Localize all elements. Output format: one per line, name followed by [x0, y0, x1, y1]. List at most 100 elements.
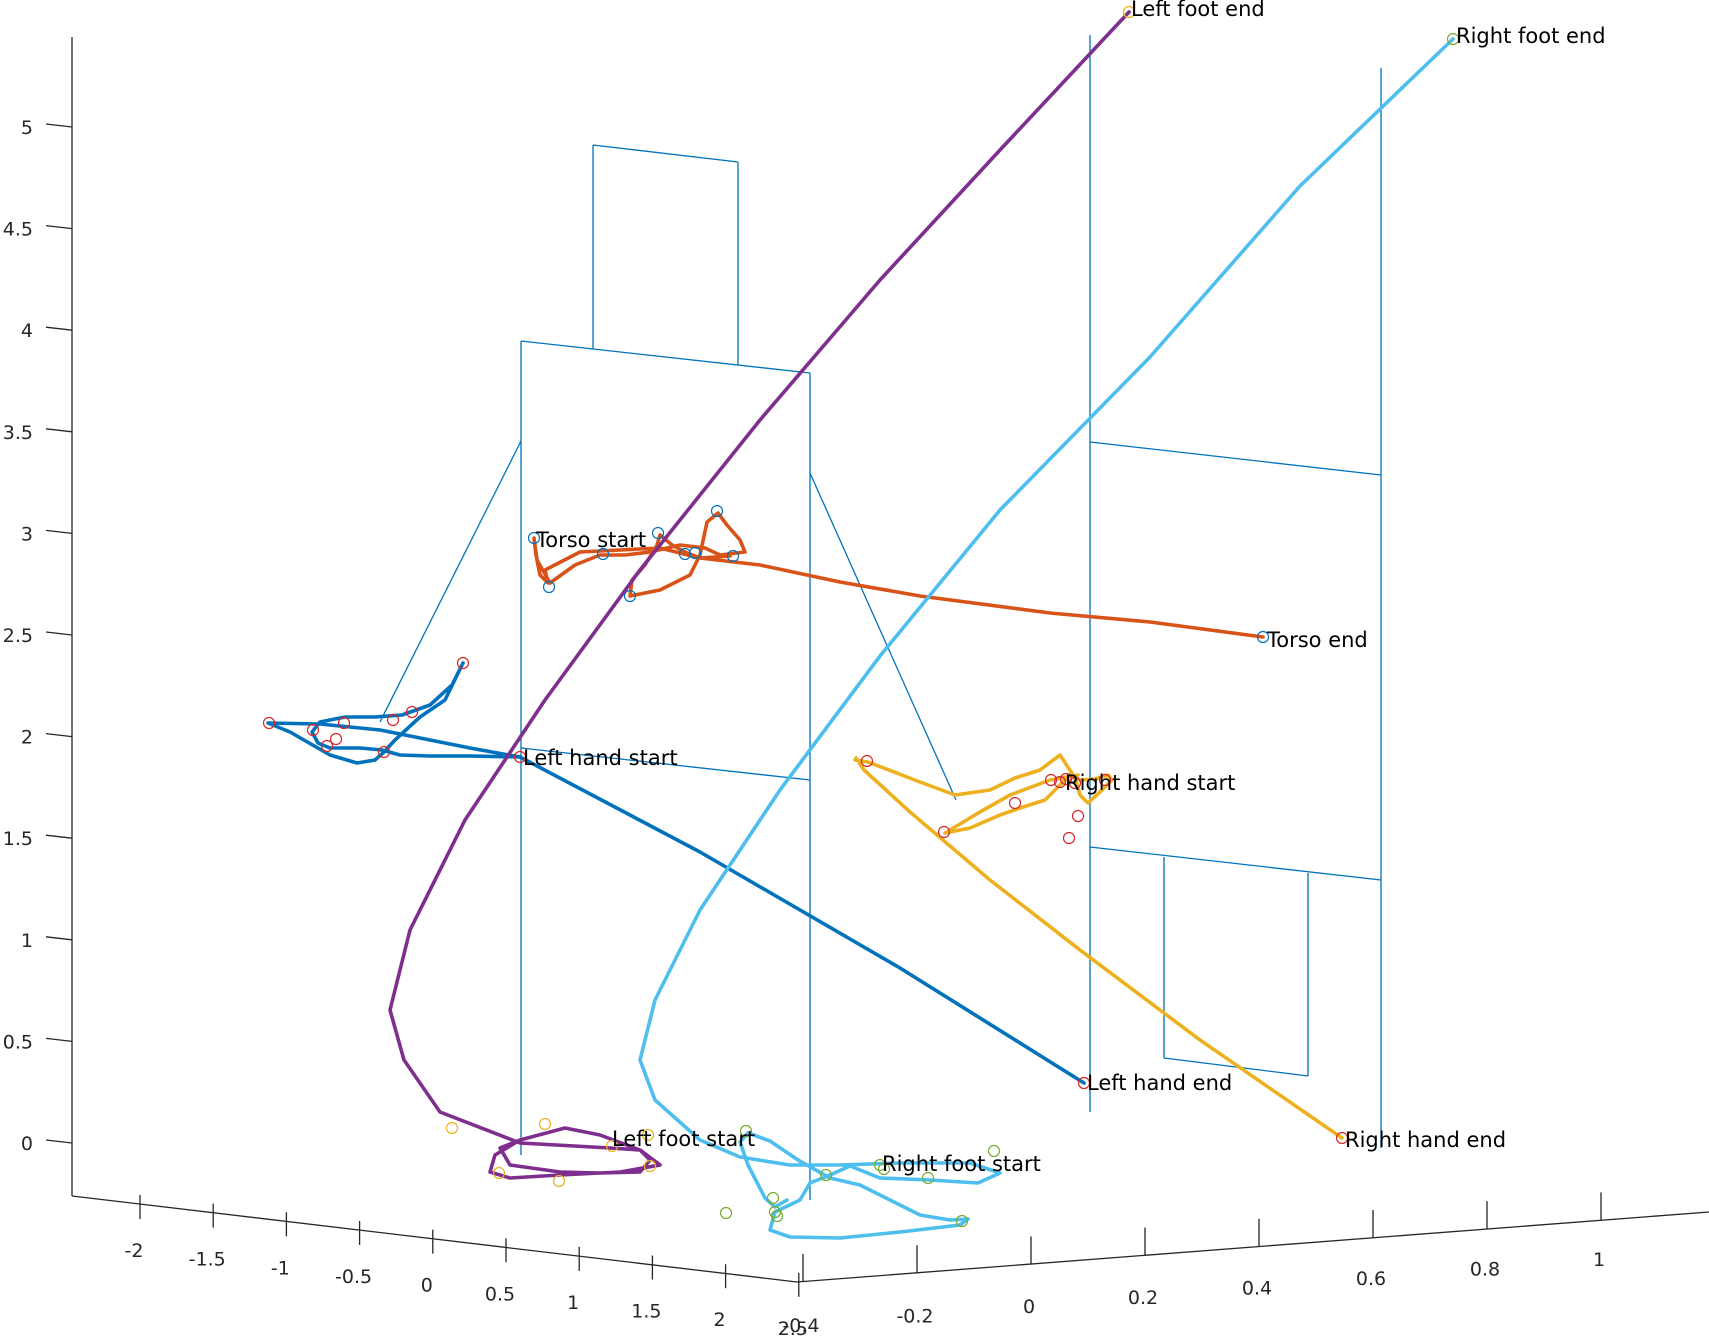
- z-tick-label: 3: [21, 523, 33, 545]
- waypoint-marker: [337, 716, 351, 730]
- waypoint-marker: [641, 1128, 655, 1142]
- waypoint-marker: [1122, 5, 1136, 19]
- wireframe-edge: [1089, 846, 1382, 881]
- x-tick-label: -1: [271, 1257, 290, 1279]
- z-tick-label: 1.5: [3, 828, 33, 850]
- z-tick: [45, 224, 73, 230]
- z-tick: [45, 631, 73, 636]
- waypoint-marker: [1068, 776, 1082, 790]
- z-tick: [45, 326, 73, 331]
- waypoint-marker: [987, 1144, 1001, 1158]
- waypoint-marker: [1335, 1131, 1349, 1145]
- z-tick: [45, 936, 73, 941]
- z-tick-label: 3.5: [3, 422, 33, 444]
- x-tick-label: -1.5: [189, 1249, 226, 1271]
- waypoint-marker: [542, 580, 556, 594]
- waypoint-marker: [596, 547, 610, 561]
- waypoint-marker: [710, 504, 724, 518]
- end-label: Left foot end: [1131, 0, 1265, 21]
- trajectories: [262, 5, 1460, 1240]
- waypoint-marker: [306, 723, 320, 737]
- trajectory-loop: [488, 1126, 662, 1180]
- trajectory-line: [518, 755, 1086, 1085]
- waypoint-marker: [320, 739, 334, 753]
- waypoint-marker: [937, 825, 951, 839]
- z-tick-label: 5: [21, 117, 33, 139]
- waypoint-marker: [552, 1174, 566, 1188]
- wireframe-edge: [520, 340, 811, 374]
- start-label: Right foot start: [882, 1152, 1041, 1176]
- waypoint-marker: [262, 716, 276, 730]
- waypoint-marker: [445, 1121, 459, 1135]
- wireframe-edge: [520, 747, 811, 781]
- axes: 0 0.5 1 1.5 2 2.5 3 3.5 4 4.5 5 -2 -1.5 -1 -0.5 0 0.5 1 1.…: [3, 37, 1709, 1339]
- waypoint-marker: [651, 526, 665, 540]
- waypoint-marker: [860, 754, 874, 768]
- x-tick-label: 2: [714, 1309, 726, 1331]
- z-tick-label: 1: [21, 930, 33, 952]
- trajectory-line: [388, 10, 1131, 1150]
- trajectory-line: [862, 768, 1344, 1140]
- series-left-hand: [262, 656, 1091, 1090]
- waypoint-marker: [719, 1206, 733, 1220]
- z-tick-label: 2: [21, 727, 33, 749]
- z-tick: [45, 529, 73, 535]
- waypoint-marker: [329, 732, 343, 746]
- waypoint-marker: [623, 589, 637, 603]
- waypoint-marker: [1446, 32, 1460, 46]
- z-tick: [45, 1037, 73, 1043]
- trajectory-loop: [738, 1131, 1002, 1240]
- trajectory-line: [638, 37, 1455, 1167]
- annotations: Left hand start Left hand end Torso start T…: [523, 0, 1606, 1176]
- series-torso: [527, 504, 1270, 644]
- series-right-foot: [638, 32, 1460, 1240]
- series-right-hand: [853, 753, 1349, 1145]
- waypoint-marker: [877, 1162, 891, 1176]
- waypoint-marker: [1256, 630, 1270, 644]
- end-label: Left hand end: [1087, 1071, 1232, 1095]
- waypoint-marker: [643, 1159, 657, 1173]
- y-tick-label: 0.2: [1128, 1287, 1158, 1309]
- start-label: Torso start: [535, 528, 646, 552]
- z-tick-label: 0: [21, 1133, 33, 1155]
- trajectory-loop: [266, 661, 522, 765]
- building-wireframe: [379, 35, 1382, 1200]
- z-tick: [45, 1139, 73, 1144]
- waypoint-marker: [386, 713, 400, 727]
- y-axis-line: [796, 1211, 1709, 1283]
- waypoint-marker: [678, 547, 692, 561]
- waypoint-marker: [456, 656, 470, 670]
- y-tick-label: -0.2: [896, 1306, 933, 1328]
- waypoint-marker: [527, 531, 541, 545]
- series-left-foot: [388, 5, 1136, 1188]
- wireframe-edge: [1089, 441, 1382, 476]
- start-label: Left foot start: [612, 1127, 755, 1151]
- waypoint-marker: [1071, 809, 1085, 823]
- end-label: Right hand end: [1345, 1128, 1506, 1152]
- z-tick: [45, 123, 73, 128]
- waypoint-marker: [726, 549, 740, 563]
- start-label: Right hand start: [1065, 771, 1235, 795]
- z-tick-label: 0.5: [3, 1031, 33, 1053]
- x-tick-label: 1: [567, 1292, 579, 1314]
- trajectory-loop: [853, 753, 1114, 835]
- waypoint-marker: [873, 1158, 887, 1172]
- waypoint-marker: [770, 1209, 784, 1223]
- end-label: Torso end: [1266, 628, 1368, 652]
- y-tick-label: -0.4: [782, 1315, 819, 1337]
- wireframe-edge: [809, 472, 957, 801]
- z-tick-label: 2.5: [3, 625, 33, 647]
- z-tick: [45, 732, 73, 738]
- waypoint-marker: [1077, 1076, 1091, 1090]
- waypoint-marker: [513, 750, 527, 764]
- start-label: Left hand start: [523, 746, 678, 770]
- y-tick-label: 0.8: [1470, 1259, 1500, 1281]
- wireframe-edge: [592, 144, 739, 163]
- waypoint-marker: [1062, 831, 1076, 845]
- waypoint-marker: [492, 1166, 506, 1180]
- y-tick-label: 0: [1023, 1296, 1035, 1318]
- z-tick-label: 4: [21, 320, 33, 342]
- waypoint-marker: [955, 1214, 969, 1228]
- x-tick-label: 1.5: [631, 1301, 661, 1323]
